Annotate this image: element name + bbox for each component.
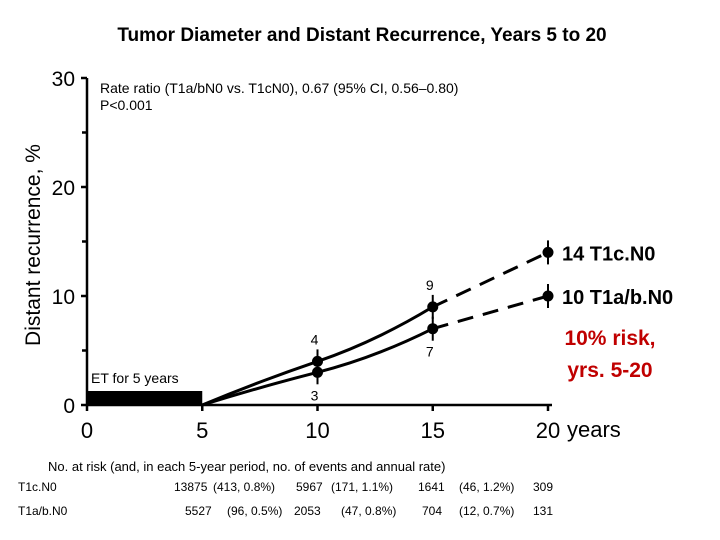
y-axis-label: Distant recurrence, % [22, 144, 45, 346]
x-axis-label: years [567, 417, 621, 442]
x-tick-label: 15 [421, 418, 445, 443]
series-dashed-T1a/bN0 [432, 294, 549, 331]
risk-table-row-t1c: T1c.N0 13875 (413, 0.8%) 5967 (171, 1.1%… [18, 480, 553, 494]
axes: 0 10 20 30 0 5 10 15 20 [52, 68, 561, 443]
risk-cell: 5967 [296, 480, 323, 494]
y-tick-label: 30 [52, 68, 75, 91]
risk-cell: 1641 [418, 480, 445, 494]
risk-cell: (12, 0.7%) [459, 504, 514, 518]
labels-layer: 4 9 14 T1c.N0 3 7 10 T1a/b.N0 [311, 243, 674, 403]
et-bar [87, 391, 203, 405]
risk-cell: 13875 [174, 480, 208, 494]
et-bar-group: ET for 5 years [87, 370, 203, 405]
risk-label-line-1: 10% risk, [564, 327, 655, 350]
risk-cell: 309 [533, 480, 553, 494]
risk-label-line-2: yrs. 5-20 [567, 359, 652, 382]
y-tick-label: 20 [52, 177, 75, 200]
data-label: 4 [311, 331, 319, 347]
risk-cell: 2053 [294, 504, 321, 518]
risk-cell: 704 [422, 504, 442, 518]
series-end-label: 10 T1a/b.N0 [562, 287, 673, 309]
risk-cell: (413, 0.8%) [213, 480, 275, 494]
risk-cell: (46, 1.2%) [459, 480, 514, 494]
annotation-line-2: P<0.001 [100, 97, 153, 113]
risk-row-label: T1c.N0 [18, 480, 57, 494]
risk-table-row-t1ab: T1a/b.N0 5527 (96, 0.5%) 2053 (47, 0.8%)… [18, 504, 553, 518]
risk-table-heading: No. at risk (and, in each 5-year period,… [48, 459, 445, 474]
risk-cell: 5527 [185, 504, 212, 518]
risk-cell: (171, 1.1%) [331, 480, 393, 494]
et-bar-label: ET for 5 years [91, 370, 179, 386]
x-tick-label: 0 [81, 418, 93, 443]
data-label: 9 [426, 277, 434, 293]
series-end-label: 14 T1c.N0 [562, 243, 655, 265]
y-tick-label: 10 [52, 286, 75, 309]
risk-annotation: 10% risk, yrs. 5-20 [564, 327, 655, 382]
series-layer [201, 240, 554, 407]
risk-cell: (47, 0.8%) [341, 504, 396, 518]
annotation-line-1: Rate ratio (T1a/bN0 vs. T1cN0), 0.67 (95… [100, 80, 458, 96]
data-label: 3 [311, 387, 319, 403]
y-tick-label: 0 [63, 395, 75, 418]
data-label: 7 [426, 344, 434, 360]
risk-row-label: T1a/b.N0 [18, 504, 68, 518]
x-tick-label: 5 [196, 418, 208, 443]
risk-cell: 131 [533, 504, 553, 518]
x-tick-label: 10 [305, 418, 329, 443]
x-tick-label: 20 [536, 418, 560, 443]
risk-cell: (96, 0.5%) [227, 504, 282, 518]
chart-title: Tumor Diameter and Distant Recurrence, Y… [117, 25, 606, 46]
series-dashed-T1cN0 [432, 251, 549, 309]
